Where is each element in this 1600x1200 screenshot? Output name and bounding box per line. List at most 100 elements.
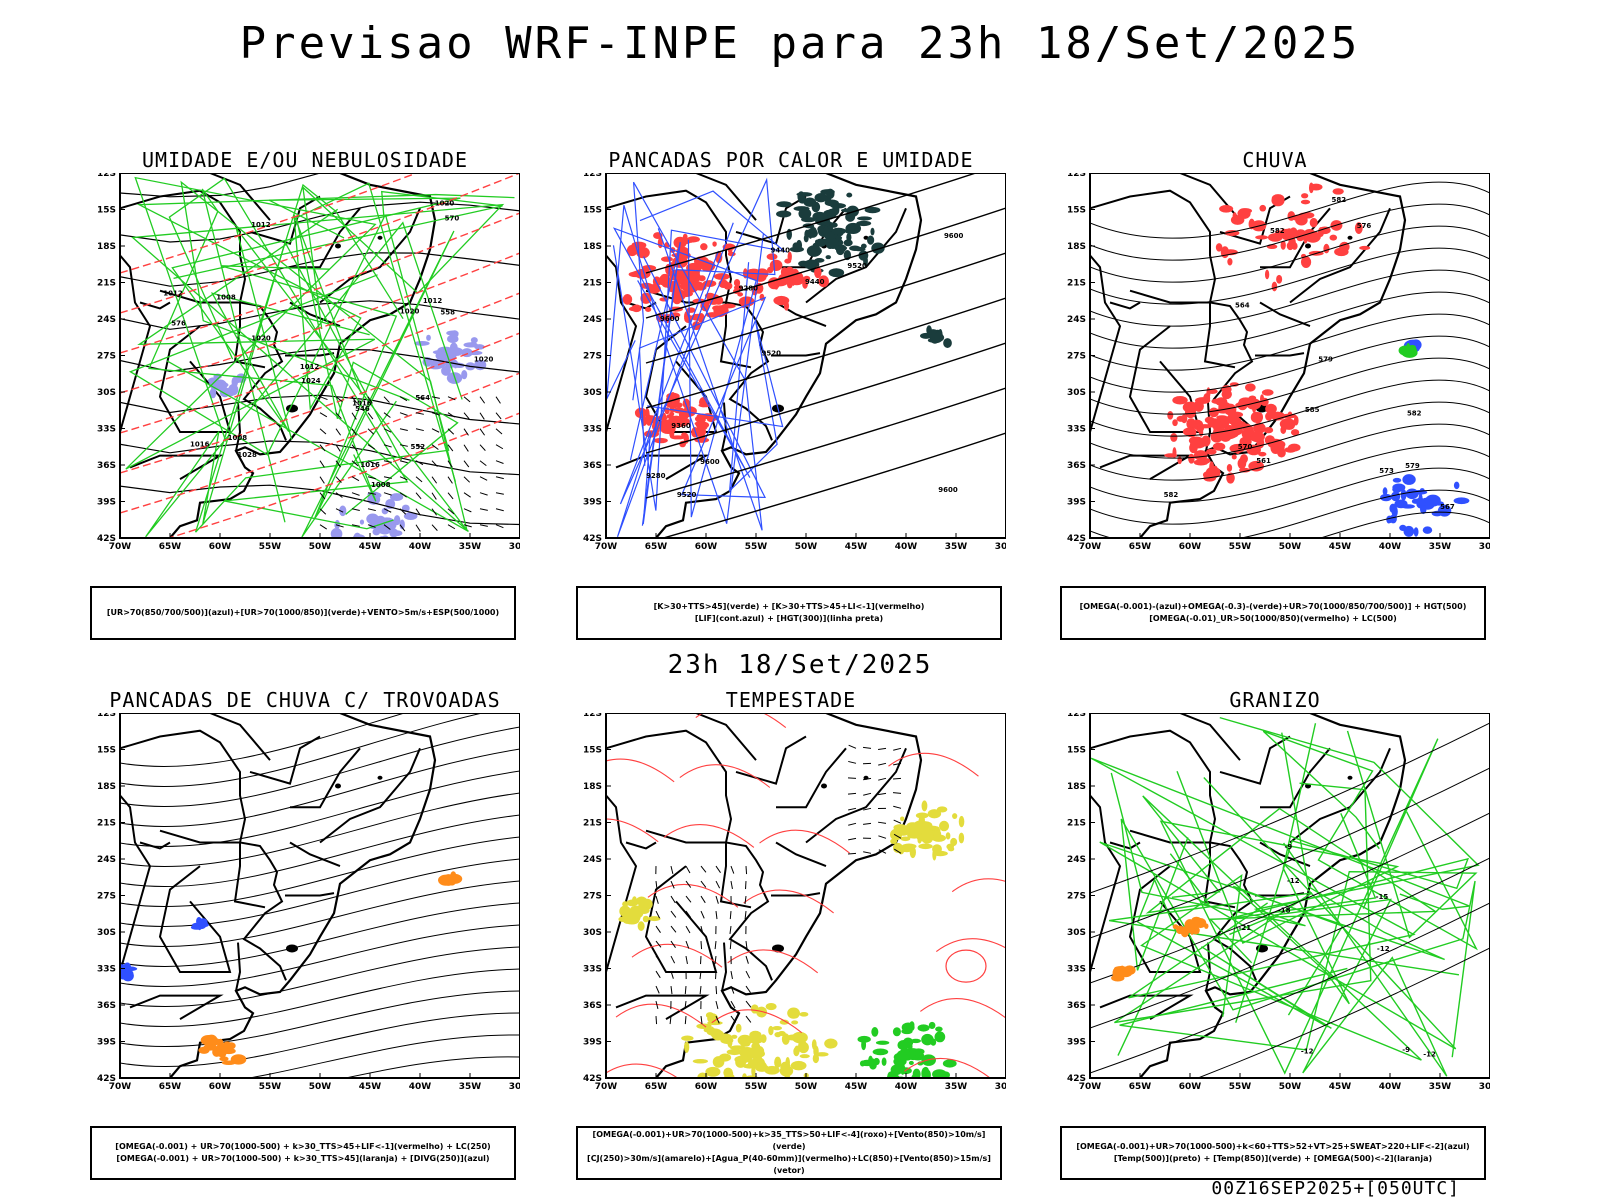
- field-patch: [1201, 435, 1211, 447]
- state-border: [721, 942, 728, 992]
- lc850-contour: [904, 1057, 991, 1078]
- wind-vector: [862, 746, 872, 749]
- temp850-contour: [1090, 757, 1470, 999]
- field-patch: [875, 1040, 890, 1045]
- field-patch: [721, 303, 736, 309]
- field-patch: [1193, 919, 1206, 928]
- contour-label: 1020: [251, 334, 271, 342]
- legend-line: [OMEGA(-0.001)+UR>70(1000-500)+k>35_TTS>…: [592, 1130, 986, 1151]
- wind-vector: [319, 412, 328, 418]
- field-patch: [1323, 243, 1330, 254]
- field-patch: [682, 233, 688, 240]
- humidity-contour: [145, 221, 463, 538]
- lc850-contour: [631, 943, 723, 968]
- wind-vector: [431, 476, 438, 484]
- wind-vector: [730, 865, 735, 874]
- field-patch: [1301, 193, 1309, 199]
- wind-vector: [699, 971, 702, 980]
- field-patch: [843, 239, 853, 247]
- lat-tick-label: 33S: [1067, 965, 1086, 975]
- lat-tick-label: 36S: [97, 1001, 116, 1011]
- field-patch: [447, 873, 463, 884]
- lat-tick-label: 24S: [97, 315, 116, 325]
- field-patch: [1258, 451, 1267, 457]
- hgt500-contour: [1090, 445, 1490, 503]
- contour-label: 1008: [371, 481, 391, 489]
- lon-tick-label: 50W: [309, 1082, 332, 1092]
- field-patch: [791, 1020, 799, 1025]
- field-patch: [803, 275, 811, 282]
- contour-label: 9440: [771, 246, 791, 254]
- lake: [1347, 775, 1353, 780]
- wind-vector: [715, 911, 718, 920]
- field-patch: [1277, 448, 1286, 458]
- lake: [1305, 243, 1311, 249]
- wind-vector: [367, 396, 373, 404]
- temp850-contour: [1232, 723, 1350, 1016]
- hgt500-contour: [1090, 467, 1490, 525]
- field-patch: [745, 1099, 758, 1110]
- field-layer: 9600 9600 9600 9520 9520 9520 9440 9440 9360 9280…: [606, 173, 1006, 538]
- field-patch: [622, 901, 629, 907]
- field-patch: [908, 1060, 914, 1065]
- humidity-contour: [148, 188, 377, 523]
- lon-tick-label: 50W: [795, 1082, 818, 1092]
- field-patch: [210, 387, 217, 399]
- contour-label: -9: [1285, 843, 1293, 851]
- wind-vector: [878, 777, 887, 781]
- lat-tick-label: 21S: [583, 279, 602, 289]
- streamline: [120, 880, 520, 947]
- state-border: [775, 841, 827, 868]
- wind-vector: [893, 762, 902, 766]
- lon-tick-label: 50W: [1279, 1082, 1302, 1092]
- field-patch: [1197, 424, 1213, 429]
- wind-vector: [744, 896, 747, 905]
- field-patch: [450, 330, 459, 338]
- coastline: [169, 713, 437, 1079]
- wind-vector: [447, 412, 455, 418]
- lat-tick-label: 27S: [1067, 352, 1086, 362]
- temp850-contour: [1229, 842, 1448, 1077]
- wind-vector: [335, 412, 342, 419]
- field-patch: [1300, 256, 1312, 269]
- field-patch: [773, 279, 779, 290]
- field-patch: [778, 276, 792, 281]
- lat-tick-label: 42S: [97, 1074, 116, 1084]
- contour-label: 1016: [352, 400, 372, 408]
- lon-tick-label: 30W: [509, 1082, 520, 1092]
- wind-vector: [729, 941, 732, 950]
- wind-vector: [669, 1016, 672, 1025]
- lat-tick-label: 12S: [1067, 173, 1086, 179]
- thickness-contour: [120, 252, 520, 394]
- coastline: [1139, 713, 1407, 1079]
- state-border: [1129, 289, 1236, 369]
- wind-vector: [495, 460, 504, 464]
- field-patch: [796, 192, 813, 197]
- field-patch: [1391, 491, 1401, 502]
- field-patch: [230, 1054, 247, 1065]
- wind-vector: [700, 925, 704, 934]
- wind-vector: [431, 428, 440, 433]
- field-patch: [935, 1026, 943, 1032]
- state-border: [159, 829, 266, 909]
- lon-tick-label: 45W: [845, 542, 868, 552]
- streamline: [120, 990, 520, 1048]
- field-patch: [772, 1026, 782, 1031]
- wind-vector: [745, 970, 751, 979]
- wind-vector: [655, 1016, 658, 1025]
- lat-tick-label: 33S: [583, 425, 602, 435]
- lake: [1347, 235, 1353, 240]
- field-patch: [1219, 204, 1234, 213]
- humidity-contour: [168, 177, 409, 530]
- temp850-contour: [1226, 813, 1470, 1023]
- field-patch: [690, 313, 705, 321]
- field-patch: [780, 1061, 791, 1073]
- wind-vector: [463, 508, 472, 513]
- lon-tick-label: 45W: [1329, 1082, 1352, 1092]
- field-patch: [749, 1036, 763, 1044]
- wind-vector: [495, 428, 503, 435]
- state-border: [605, 189, 773, 441]
- wind-vector: [655, 881, 658, 890]
- contour-line: [120, 440, 520, 476]
- field-patch: [781, 1033, 790, 1045]
